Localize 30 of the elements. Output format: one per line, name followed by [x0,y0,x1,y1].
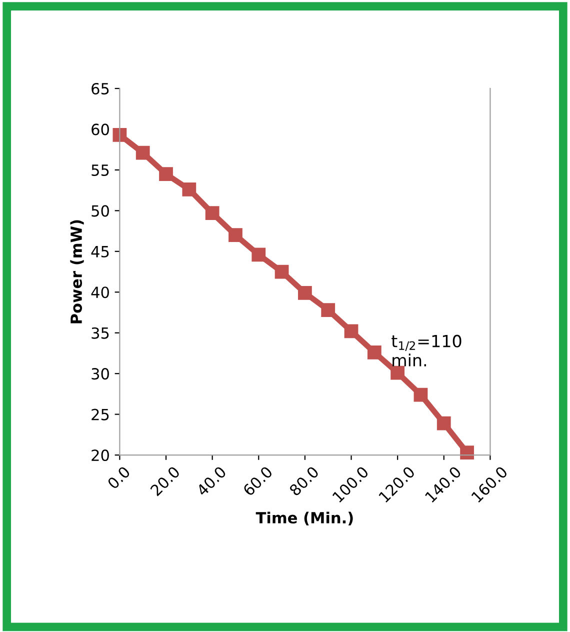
y-tick-label: 55 [92,164,109,176]
point [298,286,312,300]
y-tick-label: 40 [91,286,109,298]
point [460,446,474,460]
y-tick-label: 35 [92,327,109,339]
y-tick-label: 60 [92,124,109,136]
y-tick-label: 20 [92,450,109,462]
point [205,206,220,220]
y-tick-label: 45 [91,246,109,258]
y-tick-label: 30 [92,368,109,380]
y-axis-title: Power (mW) [70,220,84,324]
point [136,146,150,160]
x-tick-label: 0.0 [106,466,131,490]
point [274,264,289,279]
point [367,345,382,360]
point [112,128,127,142]
point [390,366,405,380]
y-tick-label: 65 [92,82,109,94]
point [436,416,451,430]
y-tick-label: 50 [92,205,109,217]
point [159,167,173,181]
point [414,388,428,402]
y-tick-label: 25 [92,408,109,420]
point [344,324,358,338]
point [182,182,196,196]
annotation: t$_{1/2}$=110 min. [392,334,462,366]
point [228,228,242,242]
x-axis-title: Time (Min.) [256,512,353,526]
point [252,248,266,262]
point [321,303,336,317]
